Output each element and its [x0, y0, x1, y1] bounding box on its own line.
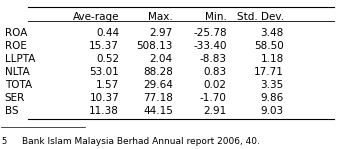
Text: SER: SER	[5, 93, 25, 103]
Text: ROE: ROE	[5, 41, 27, 51]
Text: 508.13: 508.13	[137, 41, 173, 51]
Text: 2.91: 2.91	[203, 106, 227, 116]
Text: -25.78: -25.78	[193, 28, 227, 38]
Text: 58.50: 58.50	[254, 41, 284, 51]
Text: LLPTA: LLPTA	[5, 54, 35, 64]
Text: 3.35: 3.35	[261, 80, 284, 90]
Text: ROA: ROA	[5, 28, 27, 38]
Text: -8.83: -8.83	[200, 54, 227, 64]
Text: 11.38: 11.38	[89, 106, 119, 116]
Text: 3.48: 3.48	[261, 28, 284, 38]
Text: BS: BS	[5, 106, 18, 116]
Text: 2.04: 2.04	[150, 54, 173, 64]
Text: 77.18: 77.18	[143, 93, 173, 103]
Text: 9.03: 9.03	[261, 106, 284, 116]
Text: 88.28: 88.28	[143, 67, 173, 77]
Text: 15.37: 15.37	[89, 41, 119, 51]
Text: -1.70: -1.70	[200, 93, 227, 103]
Text: 44.15: 44.15	[143, 106, 173, 116]
Text: 1.18: 1.18	[261, 54, 284, 64]
Text: Max.: Max.	[148, 12, 173, 22]
Text: 53.01: 53.01	[89, 67, 119, 77]
Text: -33.40: -33.40	[193, 41, 227, 51]
Text: 1.57: 1.57	[96, 80, 119, 90]
Text: TOTA: TOTA	[5, 80, 32, 90]
Text: 0.83: 0.83	[203, 67, 227, 77]
Text: 9.86: 9.86	[261, 93, 284, 103]
Text: 2.97: 2.97	[149, 28, 173, 38]
Text: 10.37: 10.37	[89, 93, 119, 103]
Text: 17.71: 17.71	[254, 67, 284, 77]
Text: 0.52: 0.52	[96, 54, 119, 64]
Text: Min.: Min.	[205, 12, 227, 22]
Text: 29.64: 29.64	[143, 80, 173, 90]
Text: Ave-rage: Ave-rage	[73, 12, 119, 22]
Text: 0.02: 0.02	[204, 80, 227, 90]
Text: NLTA: NLTA	[5, 67, 29, 77]
Text: Std. Dev.: Std. Dev.	[237, 12, 284, 22]
Text: Bank Islam Malaysia Berhad Annual report 2006, 40.: Bank Islam Malaysia Berhad Annual report…	[22, 137, 259, 146]
Text: 0.44: 0.44	[96, 28, 119, 38]
Text: 5: 5	[1, 137, 7, 146]
